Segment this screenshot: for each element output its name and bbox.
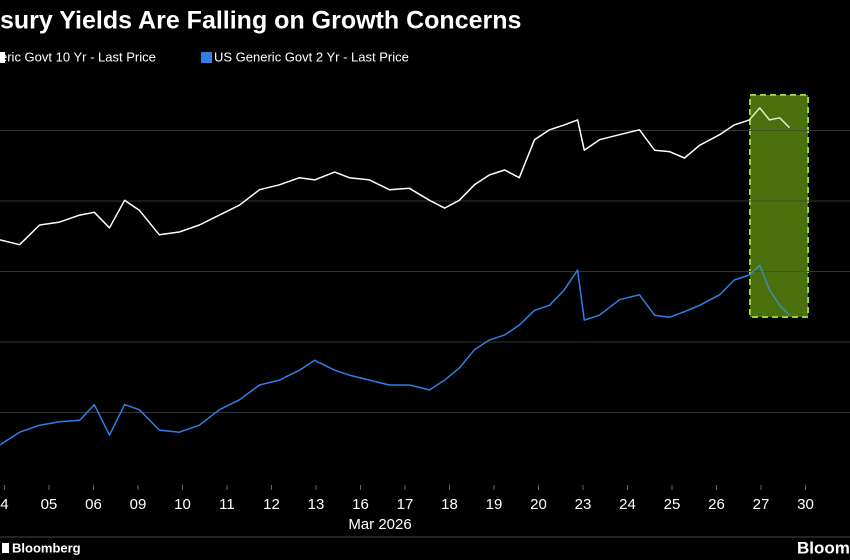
x-tick-label: 16 bbox=[352, 496, 369, 513]
series-line bbox=[0, 264, 791, 446]
x-tick-label: 13 bbox=[308, 496, 325, 513]
x-tick-label: 17 bbox=[397, 496, 414, 513]
x-tick-label: 27 bbox=[753, 496, 770, 513]
x-tick-label: 10 bbox=[174, 496, 191, 513]
highlight-overlay bbox=[750, 95, 808, 317]
x-tick-label: 12 bbox=[263, 496, 280, 513]
highlight-box bbox=[749, 94, 809, 318]
x-tick-label: 23 bbox=[575, 496, 592, 513]
x-tick-label: 26 bbox=[708, 496, 725, 513]
legend-swatch bbox=[201, 52, 212, 63]
plot-area: 4 05 06 09 10 11 12 13 16 17 18 19 20 23 24 25 26 27 30 bbox=[0, 107, 850, 513]
legend-label: US Generic Govt 2 Yr - Last Price bbox=[214, 49, 409, 64]
chart-title: sury Yields Are Falling on Growth Concer… bbox=[0, 7, 521, 35]
x-tick-label: 20 bbox=[530, 496, 547, 513]
series-line bbox=[0, 107, 791, 246]
logo-text: Bloom bbox=[797, 538, 850, 557]
x-tick-label: 19 bbox=[486, 496, 503, 513]
legend-swatch bbox=[0, 52, 5, 63]
x-tick-label: 09 bbox=[130, 496, 147, 513]
x-tick-label: 4 bbox=[0, 496, 8, 513]
logo-mark bbox=[2, 543, 9, 553]
source: Bloomberg bbox=[12, 540, 81, 555]
x-tick-label: 25 bbox=[664, 496, 681, 513]
x-tick-label: 24 bbox=[619, 496, 636, 513]
x-tick-label: 11 bbox=[219, 496, 235, 513]
x-tick-label: 30 bbox=[797, 496, 814, 513]
x-tick-label: 18 bbox=[441, 496, 458, 513]
legend-label: eric Govt 10 Yr - Last Price bbox=[0, 49, 156, 64]
x-tick-label: 05 bbox=[41, 496, 58, 513]
x-axis-label: Mar 2026 bbox=[348, 516, 411, 533]
x-tick-label: 06 bbox=[85, 496, 102, 513]
